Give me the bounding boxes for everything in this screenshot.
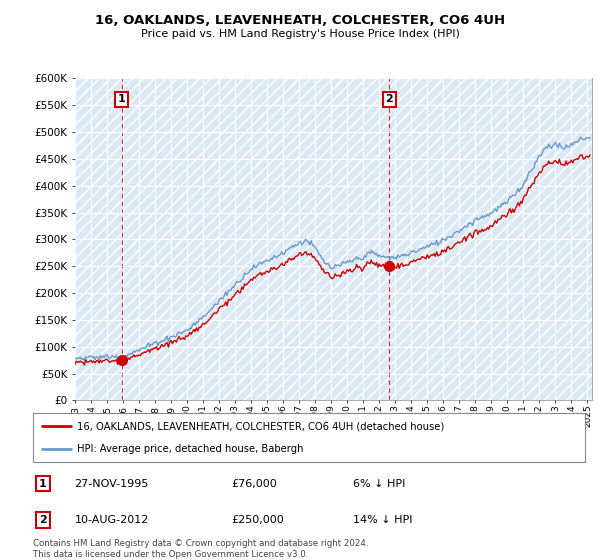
- Text: £76,000: £76,000: [232, 479, 277, 489]
- Text: 14% ↓ HPI: 14% ↓ HPI: [353, 515, 413, 525]
- Text: 16, OAKLANDS, LEAVENHEATH, COLCHESTER, CO6 4UH: 16, OAKLANDS, LEAVENHEATH, COLCHESTER, C…: [95, 14, 505, 27]
- Text: 10-AUG-2012: 10-AUG-2012: [74, 515, 149, 525]
- Text: 27-NOV-1995: 27-NOV-1995: [74, 479, 149, 489]
- Text: 2: 2: [385, 94, 393, 104]
- Text: £250,000: £250,000: [232, 515, 284, 525]
- Text: 1: 1: [118, 94, 125, 104]
- Text: 2: 2: [39, 515, 47, 525]
- Text: 16, OAKLANDS, LEAVENHEATH, COLCHESTER, CO6 4UH (detached house): 16, OAKLANDS, LEAVENHEATH, COLCHESTER, C…: [77, 421, 445, 431]
- Text: Contains HM Land Registry data © Crown copyright and database right 2024.
This d: Contains HM Land Registry data © Crown c…: [33, 539, 368, 559]
- Text: Price paid vs. HM Land Registry's House Price Index (HPI): Price paid vs. HM Land Registry's House …: [140, 29, 460, 39]
- Text: 6% ↓ HPI: 6% ↓ HPI: [353, 479, 406, 489]
- Text: 1: 1: [39, 479, 47, 489]
- Text: HPI: Average price, detached house, Babergh: HPI: Average price, detached house, Babe…: [77, 444, 304, 454]
